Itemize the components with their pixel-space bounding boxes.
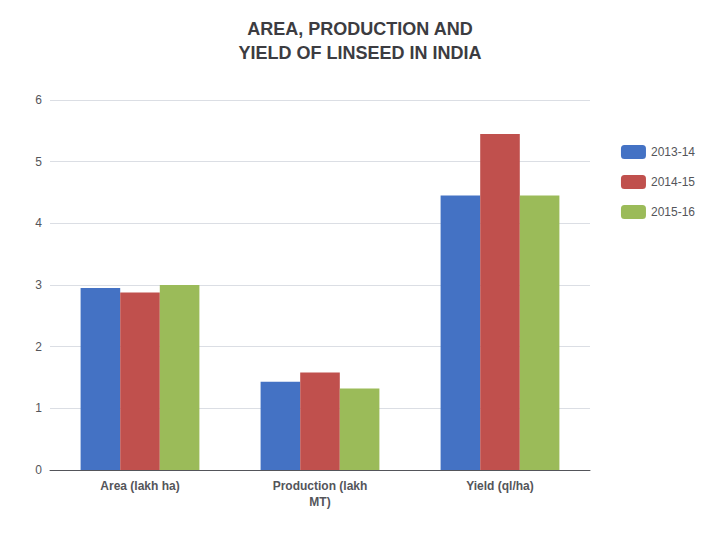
svg-text:5: 5 <box>35 155 42 169</box>
svg-text:0: 0 <box>35 463 42 477</box>
svg-text:3: 3 <box>35 278 42 292</box>
svg-text:Yield (ql/ha): Yield (ql/ha) <box>466 479 534 493</box>
svg-text:MT): MT) <box>309 495 330 509</box>
svg-text:AREA, PRODUCTION AND: AREA, PRODUCTION AND <box>247 19 472 39</box>
svg-text:Production (lakh: Production (lakh <box>273 479 368 493</box>
svg-text:2014-15: 2014-15 <box>651 175 695 189</box>
svg-text:4: 4 <box>35 216 42 230</box>
svg-text:2015-16: 2015-16 <box>651 205 695 219</box>
svg-text:6: 6 <box>35 93 42 107</box>
svg-text:1: 1 <box>35 401 42 415</box>
svg-text:Area (lakh ha): Area (lakh ha) <box>100 479 179 493</box>
svg-text:2013-14: 2013-14 <box>651 145 695 159</box>
svg-text:2: 2 <box>35 340 42 354</box>
svg-text:YIELD OF LINSEED IN INDIA: YIELD OF LINSEED IN INDIA <box>238 43 481 63</box>
